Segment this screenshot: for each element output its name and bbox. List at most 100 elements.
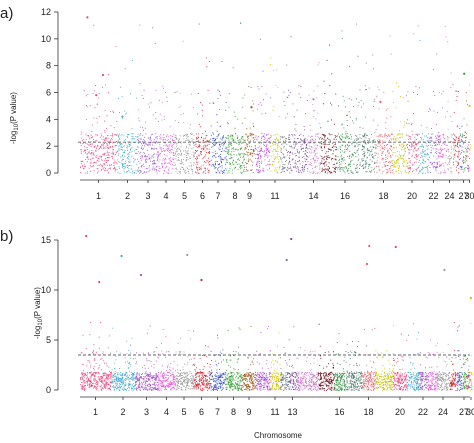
chromosome-26-points (456, 325, 463, 391)
chromosome-5-points (175, 330, 194, 391)
chromosome-24-points (447, 41, 453, 174)
x-tick-label: 4 (164, 407, 169, 417)
chromosome-19-points (392, 82, 407, 174)
chromosome-6-points (195, 23, 211, 174)
chromosome-2-points (117, 60, 139, 174)
chromosome-29-points (468, 354, 471, 388)
chromosome-9-points (244, 86, 256, 173)
y-tick-label: 5 (46, 335, 51, 345)
panel-b-ylabel: -log10(P value) (33, 287, 44, 339)
chromosome-10-points (255, 38, 271, 174)
notable-point (121, 115, 124, 118)
x-tick-label: 27 (459, 407, 469, 417)
panel-b-label: b) (0, 228, 13, 245)
x-tick-label: 11 (270, 407, 279, 417)
y-tick-label: 10 (41, 285, 51, 295)
notable-point (368, 244, 371, 248)
chromosome-17-points (345, 341, 363, 391)
x-tick-label: 2 (125, 191, 130, 201)
chromosome-15-points (320, 44, 337, 174)
chromosome-9-points (242, 326, 257, 391)
notable-point (139, 273, 143, 277)
x-tick-label: 7 (215, 407, 220, 417)
y-tick-label: 0 (46, 168, 51, 178)
notable-point (290, 237, 293, 241)
notable-point (463, 72, 466, 75)
chromosome-29-points (467, 104, 470, 172)
chromosome-26-points (459, 125, 463, 170)
chromosome-25-points (452, 83, 460, 174)
chromosome-21-points (418, 40, 430, 174)
chromosome-27-points (462, 118, 466, 173)
chromosome-20-points (393, 333, 408, 391)
chromosome-19-points (375, 324, 394, 391)
x-tick-label: 20 (395, 407, 405, 417)
notable-point (98, 280, 101, 284)
x-tick-label: 8 (231, 407, 236, 417)
chromosome-13-points (288, 36, 308, 174)
x-tick-label: 22 (428, 191, 438, 201)
notable-point (468, 104, 471, 108)
chromosome-22-points (419, 352, 428, 391)
chromosome-4-points (158, 329, 176, 391)
chromosome-4-points (158, 85, 175, 174)
chromosome-11-points (270, 57, 281, 174)
notable-point (200, 278, 203, 282)
chromosome-27-points (462, 355, 467, 390)
x-tick-label: 8 (232, 191, 237, 201)
notable-point (285, 258, 288, 262)
y-tick-label: 15 (41, 235, 51, 245)
x-tick-label: 1 (93, 407, 98, 417)
chromosome-5-points (174, 40, 196, 174)
x-tick-label: 30 (464, 191, 474, 201)
x-tick-label: 2 (120, 407, 125, 417)
x-tick-label: 16 (334, 407, 344, 417)
x-tick-label: 3 (144, 407, 149, 417)
x-tick-label: 30 (466, 407, 474, 417)
notable-point (85, 234, 88, 238)
y-tick-label: 0 (46, 385, 51, 395)
panel-a-ylabel: -log10(P value) (9, 92, 20, 144)
notable-point (469, 296, 472, 300)
chromosome-12-points (280, 339, 290, 391)
x-tick-label: 27 (458, 191, 468, 201)
chromosome-28-points (466, 357, 469, 390)
chromosome-30-points (469, 84, 471, 171)
chromosome-15-points (318, 323, 335, 391)
x-tick-label: 14 (308, 191, 318, 201)
chromosome-18-points (375, 35, 393, 174)
notable-point (379, 100, 382, 103)
panel-b-xlabel: Chromosome (254, 431, 303, 440)
chromosome-3-points (138, 24, 159, 174)
panel-a-points (80, 22, 471, 174)
x-tick-label: 6 (200, 191, 205, 201)
chromosome-17-points (353, 23, 376, 173)
panel-b-notable-points (85, 234, 472, 300)
notable-point (443, 268, 446, 272)
chromosome-3-points (135, 325, 159, 391)
x-tick-label: 7 (215, 191, 220, 201)
chromosome-10-points (256, 325, 271, 391)
notable-point (95, 94, 98, 97)
chromosome-14-points (307, 62, 321, 174)
x-tick-label: 18 (378, 191, 388, 201)
chromosome-23-points (427, 339, 438, 391)
chromosome-22-points (429, 53, 439, 173)
panel-a-label: a) (0, 5, 13, 22)
x-tick-label: 3 (145, 191, 150, 201)
chromosome-14-points (296, 347, 319, 391)
notable-point (86, 16, 89, 19)
chromosome-1-points (80, 24, 118, 174)
chromosome-12-points (280, 64, 289, 173)
x-tick-label: 5 (181, 407, 186, 417)
chromosome-8-points (225, 327, 243, 391)
notable-point (250, 106, 253, 109)
y-tick-label: 4 (46, 114, 51, 124)
notable-point (120, 254, 123, 258)
y-tick-label: 10 (41, 34, 51, 44)
chromosome-16-points (334, 333, 346, 391)
x-tick-label: 11 (270, 191, 279, 201)
x-tick-label: 4 (163, 191, 168, 201)
